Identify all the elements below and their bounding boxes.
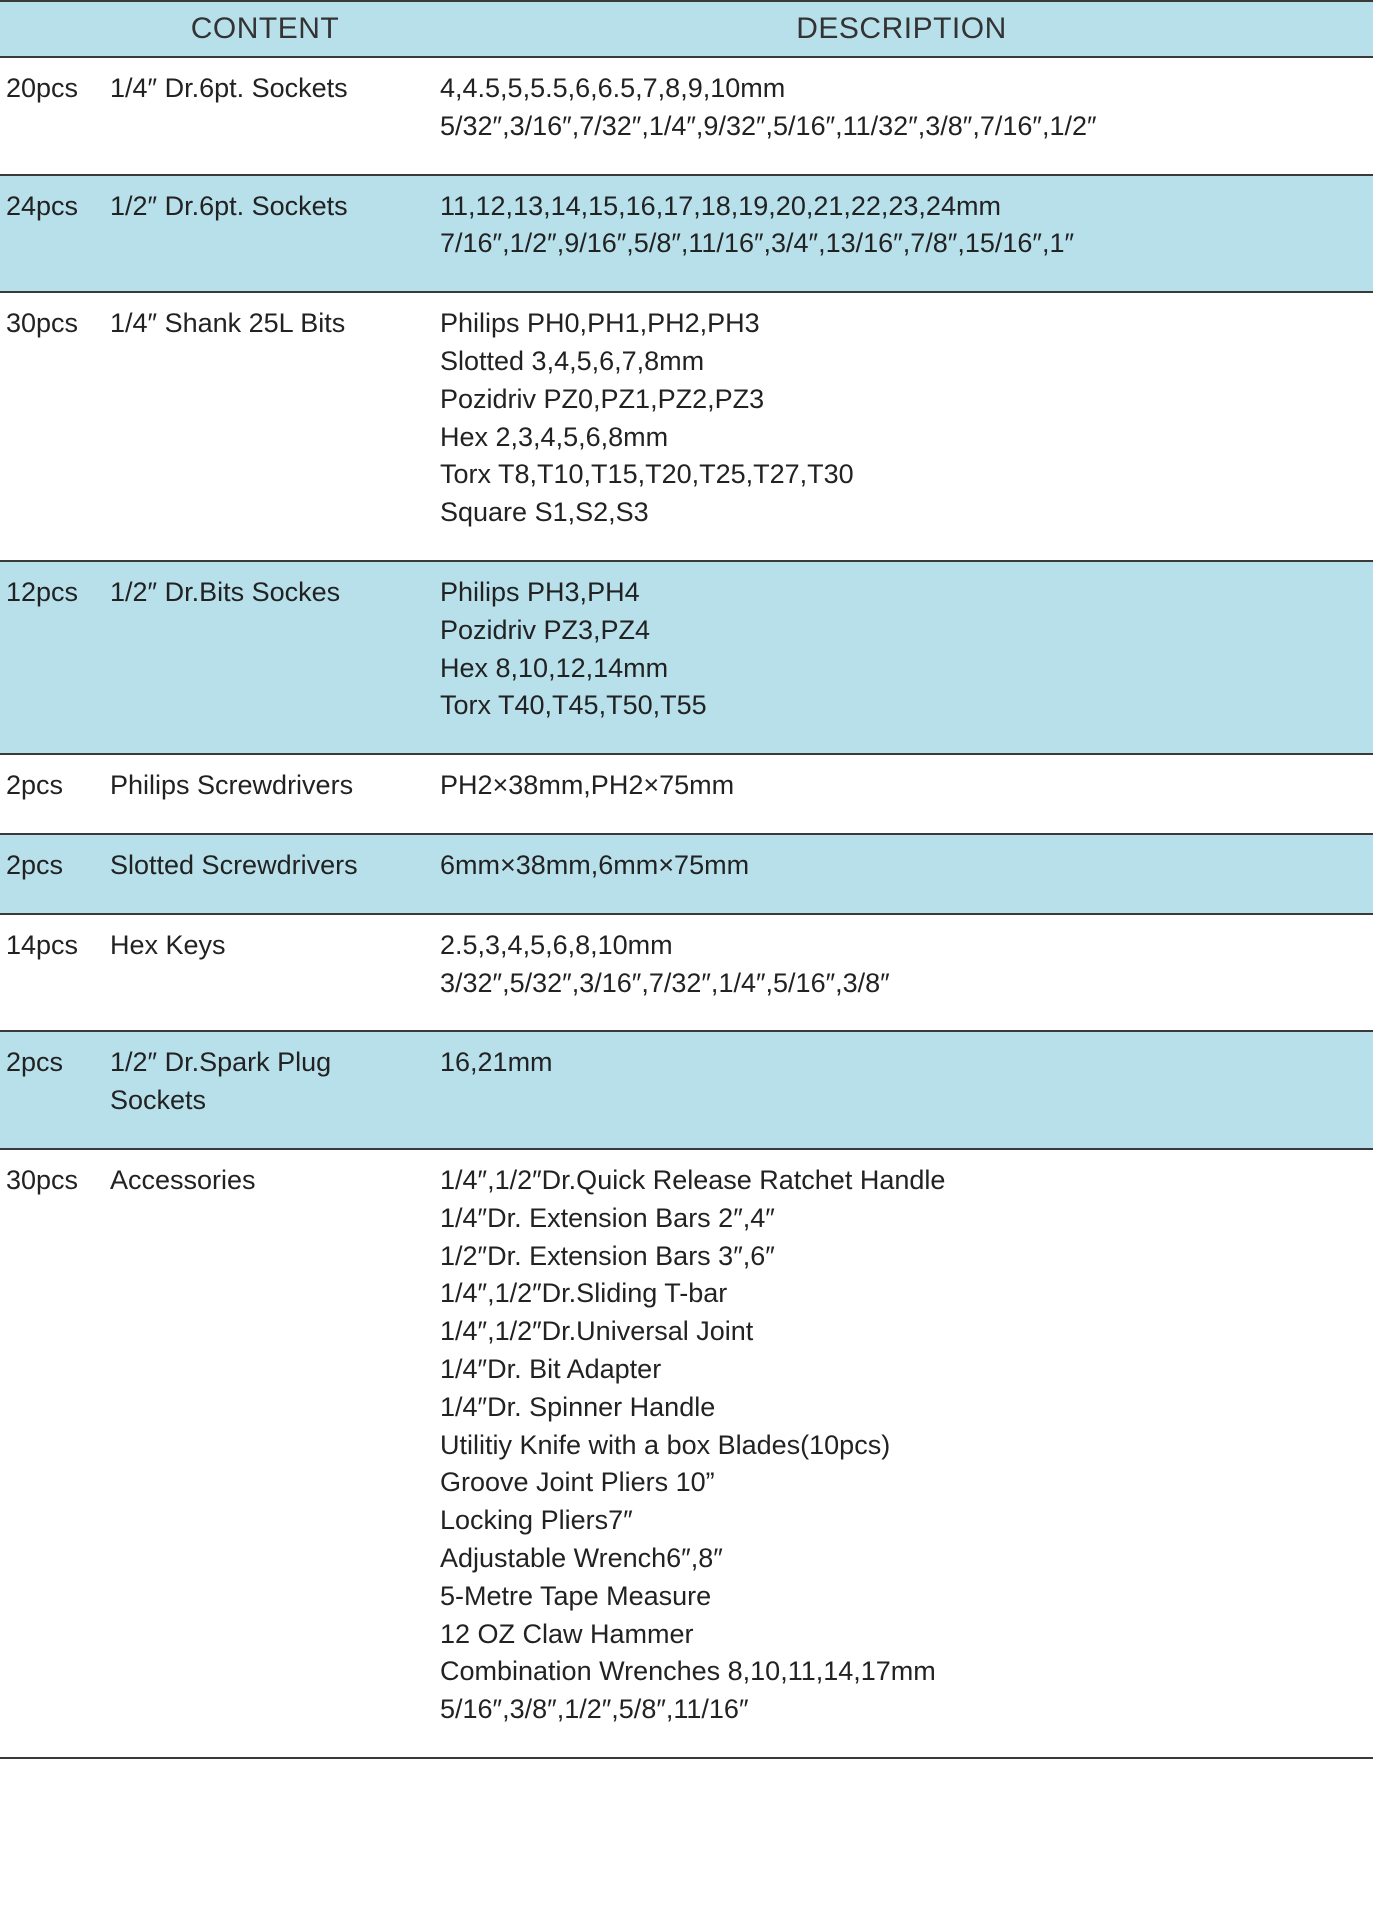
- table-footer-spacer: [0, 1758, 1373, 1776]
- description-line: Hex 8,10,12,14mm: [440, 650, 1363, 688]
- description-cell: 11,12,13,14,15,16,17,18,19,20,21,22,23,2…: [430, 175, 1373, 293]
- content-cell: Slotted Screwdrivers: [100, 834, 430, 914]
- qty-cell: 20pcs: [0, 57, 100, 175]
- content-cell: Accessories: [100, 1149, 430, 1758]
- description-line: Torx T8,T10,T15,T20,T25,T27,T30: [440, 456, 1363, 494]
- qty-cell: 2pcs: [0, 1031, 100, 1149]
- table-row: 2pcs1/2″ Dr.Spark Plug Sockets 16,21mm: [0, 1031, 1373, 1149]
- description-line: 1/4″,1/2″Dr.Sliding T-bar: [440, 1275, 1363, 1313]
- description-line: 12 OZ Claw Hammer: [440, 1616, 1363, 1654]
- description-line: Locking Pliers7″: [440, 1502, 1363, 1540]
- table-row: 30pcsAccessories1/4″,1/2″Dr.Quick Releas…: [0, 1149, 1373, 1758]
- description-line: 4,4.5,5,5.5,6,6.5,7,8,9,10mm: [440, 70, 1363, 108]
- qty-cell: 2pcs: [0, 754, 100, 834]
- description-line: Philips PH0,PH1,PH2,PH3: [440, 305, 1363, 343]
- table-row: 30pcs1/4″ Shank 25L BitsPhilips PH0,PH1,…: [0, 292, 1373, 561]
- content-cell: 1/4″ Shank 25L Bits: [100, 292, 430, 561]
- description-line: PH2×38mm,PH2×75mm: [440, 767, 1363, 805]
- table-row: 12pcs1/2″ Dr.Bits SockesPhilips PH3,PH4P…: [0, 561, 1373, 754]
- table-row: 20pcs1/4″ Dr.6pt. Sockets4,4.5,5,5.5,6,6…: [0, 57, 1373, 175]
- description-line: 5-Metre Tape Measure: [440, 1578, 1363, 1616]
- description-line: Adjustable Wrench6″,8″: [440, 1540, 1363, 1578]
- table-header-row: CONTENT DESCRIPTION: [0, 1, 1373, 57]
- description-line: Philips PH3,PH4: [440, 574, 1363, 612]
- description-line: 6mm×38mm,6mm×75mm: [440, 847, 1363, 885]
- content-cell: 1/2″ Dr.Bits Sockes: [100, 561, 430, 754]
- content-cell: Philips Screwdrivers: [100, 754, 430, 834]
- header-content: CONTENT: [100, 1, 430, 57]
- tool-set-table: CONTENT DESCRIPTION 20pcs1/4″ Dr.6pt. So…: [0, 0, 1373, 1776]
- description-line: Utilitiy Knife with a box Blades(10pcs): [440, 1427, 1363, 1465]
- description-line: Square S1,S2,S3: [440, 494, 1363, 532]
- description-line: 2.5,3,4,5,6,8,10mm: [440, 927, 1363, 965]
- description-line: Groove Joint Pliers 10”: [440, 1464, 1363, 1502]
- description-line: Pozidriv PZ3,PZ4: [440, 612, 1363, 650]
- qty-cell: 24pcs: [0, 175, 100, 293]
- description-line: 11,12,13,14,15,16,17,18,19,20,21,22,23,2…: [440, 188, 1363, 226]
- description-cell: 4,4.5,5,5.5,6,6.5,7,8,9,10mm5/32″,3/16″,…: [430, 57, 1373, 175]
- description-cell: 1/4″,1/2″Dr.Quick Release Ratchet Handle…: [430, 1149, 1373, 1758]
- table-row: 2pcsPhilips Screwdrivers PH2×38mm,PH2×75m…: [0, 754, 1373, 834]
- description-cell: 2.5,3,4,5,6,8,10mm3/32″,5/32″,3/16″,7/32…: [430, 914, 1373, 1032]
- description-cell: 16,21mm: [430, 1031, 1373, 1149]
- qty-cell: 2pcs: [0, 834, 100, 914]
- description-line: 5/16″,3/8″,1/2″,5/8″,11/16″: [440, 1691, 1363, 1729]
- description-line: 16,21mm: [440, 1044, 1363, 1082]
- content-cell: 1/4″ Dr.6pt. Sockets: [100, 57, 430, 175]
- description-line: 1/4″Dr. Extension Bars 2″,4″: [440, 1200, 1363, 1238]
- content-cell: Hex Keys: [100, 914, 430, 1032]
- table-row: 24pcs1/2″ Dr.6pt. Sockets 11,12,13,14,15,…: [0, 175, 1373, 293]
- qty-cell: 14pcs: [0, 914, 100, 1032]
- description-line: Hex 2,3,4,5,6,8mm: [440, 419, 1363, 457]
- description-line: 1/4″Dr. Bit Adapter: [440, 1351, 1363, 1389]
- header-qty: [0, 1, 100, 57]
- qty-cell: 30pcs: [0, 1149, 100, 1758]
- description-line: 5/32″,3/16″,7/32″,1/4″,9/32″,5/16″,11/32…: [440, 108, 1363, 146]
- description-line: Combination Wrenches 8,10,11,14,17mm: [440, 1653, 1363, 1691]
- description-line: Slotted 3,4,5,6,7,8mm: [440, 343, 1363, 381]
- qty-cell: 30pcs: [0, 292, 100, 561]
- description-line: Torx T40,T45,T50,T55: [440, 687, 1363, 725]
- header-description: DESCRIPTION: [430, 1, 1373, 57]
- description-line: 1/4″,1/2″Dr.Quick Release Ratchet Handle: [440, 1162, 1363, 1200]
- table-row: 14pcsHex Keys2.5,3,4,5,6,8,10mm3/32″,5/3…: [0, 914, 1373, 1032]
- description-line: 1/4″,1/2″Dr.Universal Joint: [440, 1313, 1363, 1351]
- description-line: 7/16″,1/2″,9/16″,5/8″,11/16″,3/4″,13/16″…: [440, 225, 1363, 263]
- description-cell: Philips PH0,PH1,PH2,PH3Slotted 3,4,5,6,7…: [430, 292, 1373, 561]
- qty-cell: 12pcs: [0, 561, 100, 754]
- description-line: 3/32″,5/32″,3/16″,7/32″,1/4″,5/16″,3/8″: [440, 965, 1363, 1003]
- description-cell: PH2×38mm,PH2×75mm: [430, 754, 1373, 834]
- table-row: 2pcsSlotted Screwdrivers 6mm×38mm,6mm×75m…: [0, 834, 1373, 914]
- description-cell: Philips PH3,PH4Pozidriv PZ3,PZ4Hex 8,10,…: [430, 561, 1373, 754]
- content-cell: 1/2″ Dr.Spark Plug Sockets: [100, 1031, 430, 1149]
- description-line: 1/4″Dr. Spinner Handle: [440, 1389, 1363, 1427]
- description-cell: 6mm×38mm,6mm×75mm: [430, 834, 1373, 914]
- description-line: 1/2″Dr. Extension Bars 3″,6″: [440, 1238, 1363, 1276]
- description-line: Pozidriv PZ0,PZ1,PZ2,PZ3: [440, 381, 1363, 419]
- content-cell: 1/2″ Dr.6pt. Sockets: [100, 175, 430, 293]
